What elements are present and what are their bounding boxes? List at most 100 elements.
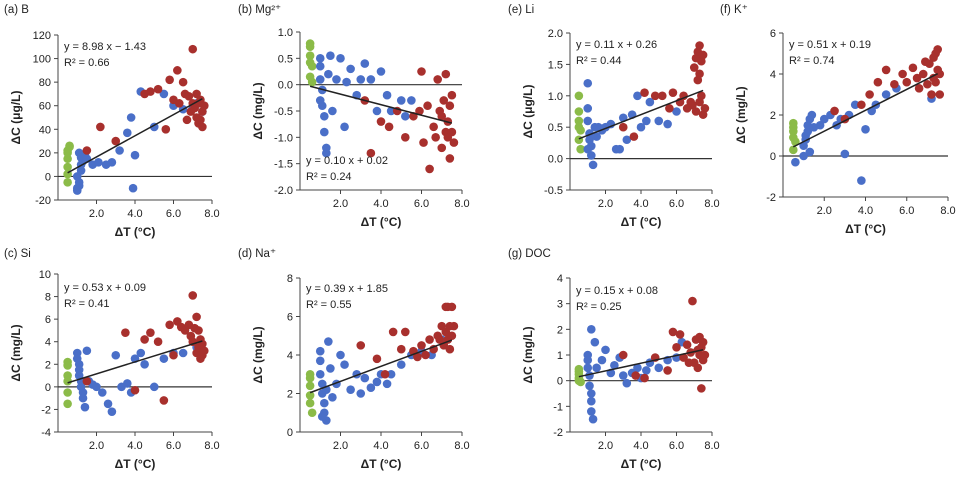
y-tick-label: -1 [553,401,563,413]
data-point-blue [136,348,146,358]
data-point-blue [94,157,103,167]
data-point-blue [807,110,817,120]
data-point-blue [123,379,132,388]
data-point-blue [791,157,800,167]
data-point-blue [149,382,159,392]
data-point-red [445,101,455,111]
data-point-blue [585,381,594,391]
data-point-blue [159,354,169,363]
data-point-red [161,124,171,134]
data-point-blue [360,59,370,68]
data-point-blue [315,61,325,71]
y-tick-label: 2 [557,324,563,336]
data-point-red [435,335,445,344]
data-point-blue [583,144,593,154]
data-point-green [305,373,315,383]
data-point-green [574,135,584,145]
r2-label: R² = 0.44 [576,55,622,67]
x-tick-label: 6.0 [166,208,181,220]
data-point-red [425,335,434,344]
y-axis-label: ΔC (mg/L) [734,86,748,143]
data-point-green [791,137,800,146]
data-point-blue [115,146,124,155]
panel-title: (e) Li [508,4,534,16]
data-point-red [121,328,130,337]
data-point-green [63,162,72,172]
x-tick-label: 4.0 [373,440,388,452]
data-point-red [665,104,674,113]
y-tick-label: 60 [39,101,51,113]
data-point-red [165,320,174,330]
r2-label: R² = 0.41 [64,298,110,310]
y-tick-label: 3 [557,299,563,311]
y-tick-label: 1.5 [548,59,563,71]
data-point-blue [588,414,598,424]
data-point-blue [130,150,140,160]
data-point-green [305,398,315,408]
data-point-green [63,376,72,386]
data-point-blue [642,366,651,375]
data-point-blue [326,51,335,60]
data-point-blue [320,111,329,121]
data-point-red [918,69,928,79]
data-point-red [178,77,188,87]
panel-title: (a) B [4,4,29,16]
data-point-red [200,346,209,356]
data-point-red [419,138,428,147]
data-point-red [423,101,432,111]
data-point-blue [320,398,329,408]
data-point-red [912,73,922,83]
data-point-red [935,69,945,79]
data-point-green [305,391,315,400]
data-point-blue [326,364,335,373]
y-tick-label: -2 [766,192,776,204]
data-point-blue [315,369,325,379]
data-point-blue [322,148,331,158]
regression-line [792,73,939,148]
regression-line [309,85,453,124]
data-point-red [689,63,699,72]
data-point-blue [588,160,598,170]
data-point-blue [672,107,681,116]
x-tick-label: 6.0 [669,198,684,210]
y-tick-label: 4 [557,273,563,285]
y-tick-label: -0.5 [274,106,293,118]
y-tick-label: 0.5 [278,53,293,65]
y-tick-label: 120 [33,30,51,42]
data-point-red [679,353,688,362]
chart-panel-5: (c) Si -4 -2 0 2 4 6 8 10 2.0 4.0 6.0 8.0 ΔT (°C) ΔC (… [4,248,220,471]
y-tick-label: 2 [287,389,293,401]
data-point-red [445,344,455,354]
data-point-red [449,321,459,331]
y-tick-label: 2.0 [548,28,563,40]
data-point-red [695,69,704,79]
data-point-green [574,107,584,116]
data-point-red [146,87,155,96]
data-point-blue [601,345,610,355]
data-point-blue [315,54,325,63]
data-point-red [425,164,434,174]
data-point-blue [587,396,596,406]
data-point-blue [583,104,593,113]
x-tick-label: 8.0 [940,205,955,217]
data-point-red [902,77,912,87]
r2-label: R² = 0.66 [64,57,110,69]
data-point-blue [366,75,376,84]
y-tick-label: 0.5 [548,122,563,134]
data-point-red [401,133,410,142]
data-point-red [908,63,918,73]
x-tick-label: 4.0 [633,198,648,210]
x-tick-label: 8.0 [204,440,219,452]
y-tick-label: 6 [45,314,51,326]
data-point-blue [663,119,672,129]
data-point-blue [805,147,815,157]
x-axis-label: ΔT (°C) [361,215,402,229]
y-tick-label: 6 [287,312,293,324]
data-point-red [437,143,447,153]
data-point-blue [622,135,632,145]
data-point-red [873,77,883,87]
data-point-red [188,291,198,300]
data-point-blue [633,91,642,101]
data-point-blue [320,127,329,137]
data-point-green [307,77,317,87]
